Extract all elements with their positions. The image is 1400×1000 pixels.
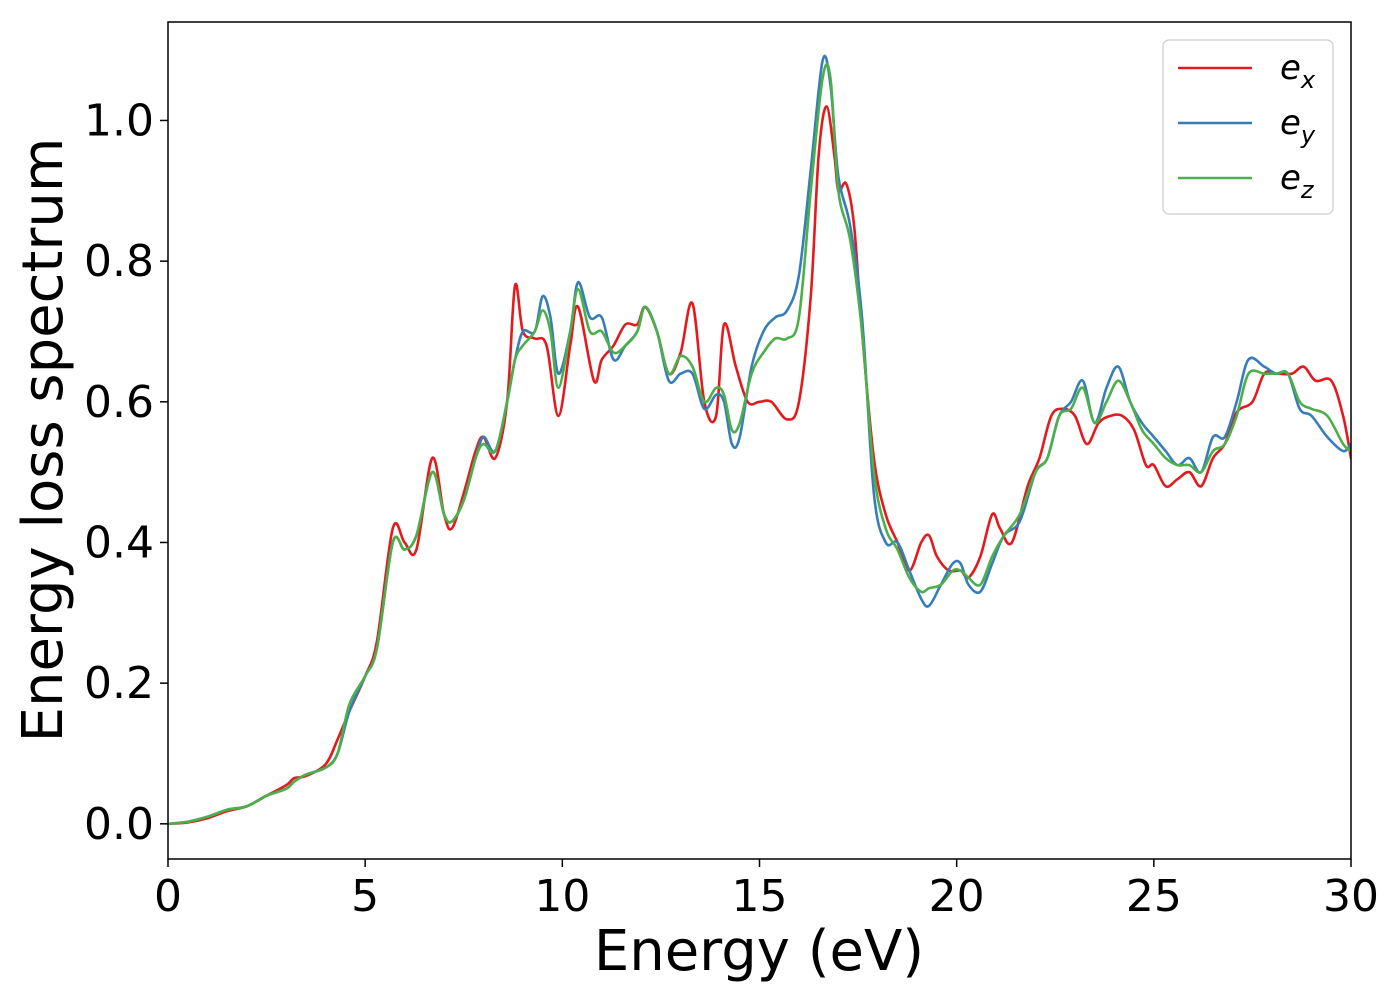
series-line-e-x bbox=[168, 105, 1351, 826]
y-tick-label: 0.4 bbox=[84, 517, 154, 568]
x-tick-label: 25 bbox=[1126, 871, 1182, 922]
x-tick-label: 0 bbox=[154, 871, 182, 922]
y-axis-label: Energy loss spectrum bbox=[11, 138, 76, 743]
y-axis-ticks: 0.0 0.2 0.4 0.6 0.8 1.0 bbox=[84, 95, 168, 850]
x-tick-label: 5 bbox=[351, 871, 379, 922]
legend-label-e-z: ez bbox=[1280, 158, 1315, 204]
x-tick-label: 30 bbox=[1323, 871, 1379, 922]
legend-label-e-y: ey bbox=[1280, 103, 1316, 149]
y-tick-label: 0.6 bbox=[84, 377, 154, 428]
y-tick-label: 0.2 bbox=[84, 658, 154, 709]
legend: ex ey ez bbox=[1162, 39, 1334, 215]
y-tick-label: 0.8 bbox=[84, 236, 154, 287]
y-tick-label: 0.0 bbox=[84, 799, 154, 850]
legend-label-e-x: ex bbox=[1280, 48, 1316, 94]
x-axis-label: Energy (eV) bbox=[594, 919, 924, 984]
x-axis-ticks: 0 5 10 15 20 25 30 bbox=[154, 859, 1379, 922]
legend-box bbox=[1162, 39, 1334, 215]
x-tick-label: 20 bbox=[929, 871, 985, 922]
plot-lines bbox=[168, 54, 1351, 826]
series-line-e-z bbox=[168, 62, 1351, 826]
y-tick-label: 1.0 bbox=[84, 95, 154, 146]
x-tick-label: 10 bbox=[534, 871, 590, 922]
x-tick-label: 15 bbox=[732, 871, 788, 922]
